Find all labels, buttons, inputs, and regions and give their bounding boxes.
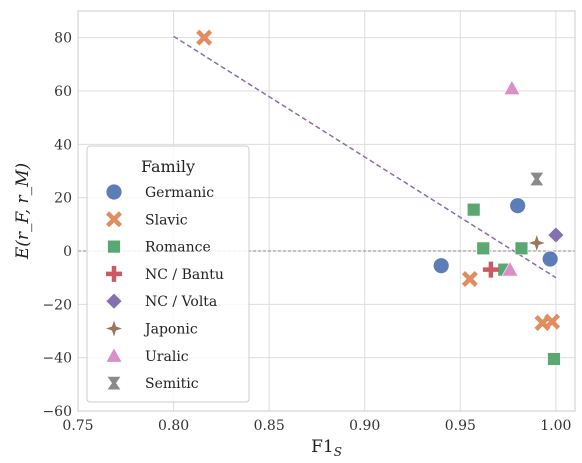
trendline-segment xyxy=(173,35,557,279)
data-point-japonic xyxy=(528,235,545,251)
x-tick-label: 0.80 xyxy=(158,418,189,434)
data-point-germanic xyxy=(432,257,450,275)
legend-marker-semitic xyxy=(107,376,121,390)
legend-label-japonic: Japonic xyxy=(143,322,198,338)
legend-marker-romance xyxy=(107,239,121,254)
x-tick-label: 1.00 xyxy=(540,418,571,434)
plot-frame xyxy=(77,10,576,412)
data-point-slavic xyxy=(544,313,561,330)
legend-marker-nc-bantu xyxy=(106,265,122,282)
legend-label-germanic: Germanic xyxy=(145,185,214,201)
data-point-slavic xyxy=(196,29,213,46)
trendline xyxy=(173,35,557,279)
data-point-slavic xyxy=(461,271,478,287)
legend-label-semitic: Semitic xyxy=(145,376,199,392)
legend-marker-germanic xyxy=(105,183,123,201)
legend-label-nc-volta: NC / Volta xyxy=(145,294,217,310)
y-tick-label: −20 xyxy=(42,297,72,313)
y-tick-labels: −60 −40 −20 0 20 40 60 80 xyxy=(42,31,72,420)
legend-marker-slavic xyxy=(106,211,122,228)
legend-marker-uralic xyxy=(105,347,123,363)
x-tick-label: 0.90 xyxy=(349,418,380,434)
legend-title: Family xyxy=(141,157,195,176)
y-tick-label: 60 xyxy=(54,84,72,100)
legend-label-slavic: Slavic xyxy=(145,212,188,228)
data-point-nc-bantu xyxy=(482,261,499,278)
data-point-romance xyxy=(476,241,490,256)
y-axis-title: E(r_F, r_M) xyxy=(13,163,33,260)
legend-box xyxy=(86,145,250,403)
data-point-uralic xyxy=(503,79,521,96)
data-point-romance xyxy=(514,241,529,256)
x-tick-labels: 0.75 0.80 0.85 0.90 0.95 1.00 xyxy=(62,418,571,434)
x-tick-label: 0.95 xyxy=(445,418,476,434)
legend-marker-japonic xyxy=(106,320,122,337)
data-point-germanic xyxy=(509,197,527,215)
data-point-uralic xyxy=(501,261,519,277)
data-point-romance xyxy=(547,352,561,366)
x-axis-title: F1S xyxy=(311,437,342,459)
y-tick-label: 20 xyxy=(54,191,72,207)
y-tick-label: −40 xyxy=(42,351,72,367)
y-tick-label: 0 xyxy=(63,244,72,260)
legend-label-romance: Romance xyxy=(145,240,211,256)
y-tick-label: 40 xyxy=(54,137,72,153)
legend-marker-nc-volta xyxy=(105,292,123,310)
data-points xyxy=(196,29,565,366)
data-point-semitic xyxy=(530,172,544,186)
data-point-romance xyxy=(466,202,481,217)
legend: Family Germanic Slavic Romance NC / Bantu NC … xyxy=(86,145,250,403)
y-tick-label: −60 xyxy=(42,404,72,420)
data-point-germanic xyxy=(541,250,559,268)
data-point-nc-volta xyxy=(547,226,565,244)
x-tick-label: 0.85 xyxy=(254,418,285,434)
x-tick-label: 0.75 xyxy=(62,418,93,434)
legend-label-nc-bantu: NC / Bantu xyxy=(145,267,224,283)
legend-label-uralic: Uralic xyxy=(145,349,189,365)
y-tick-label: 80 xyxy=(54,31,72,47)
